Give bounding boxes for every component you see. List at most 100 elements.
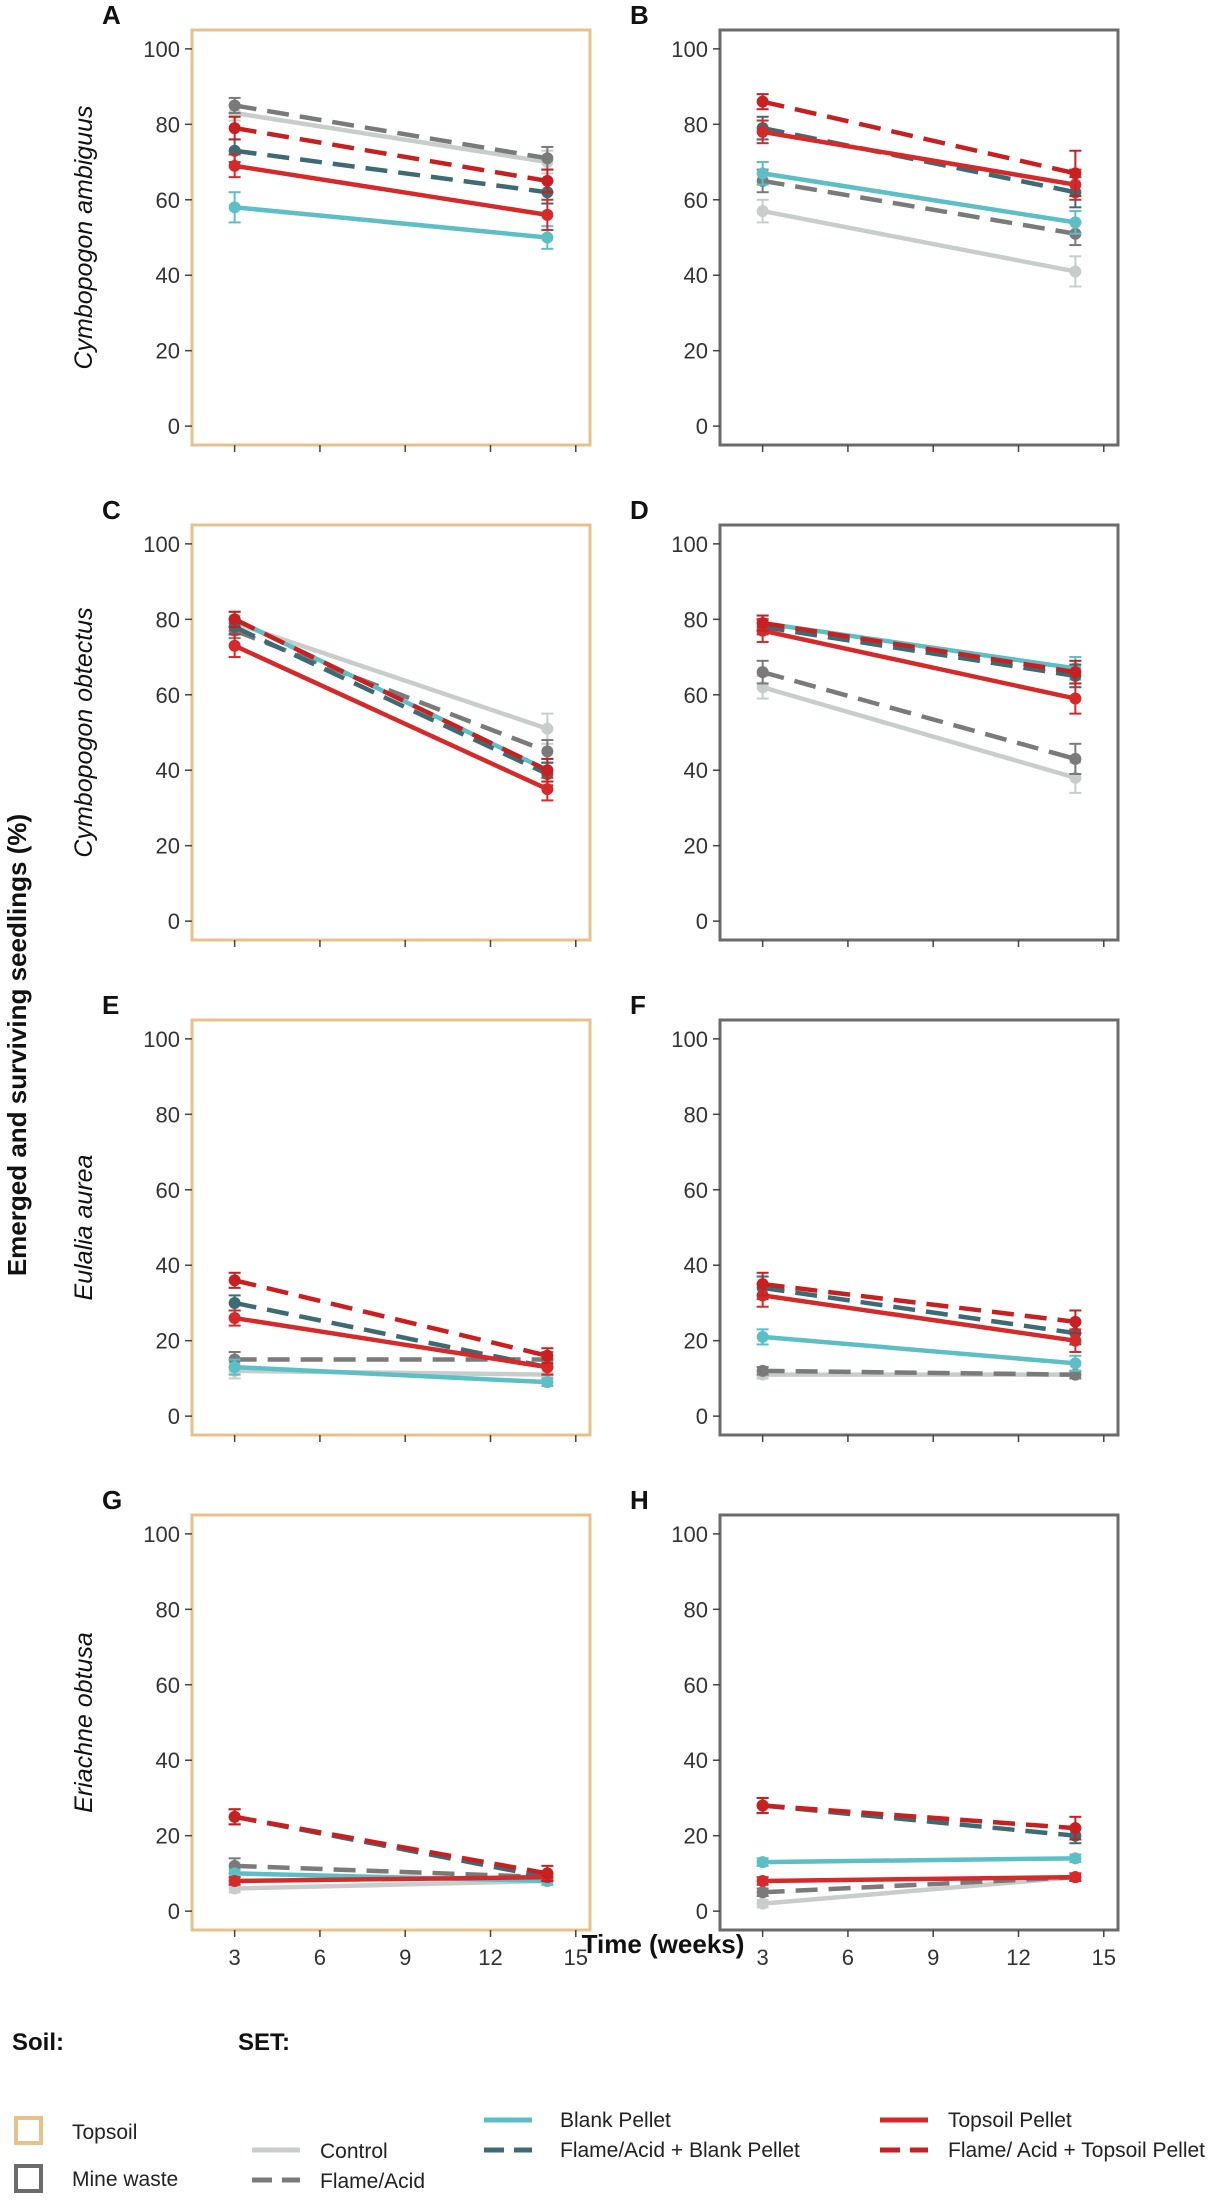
y-tick-label: 60 [156, 683, 180, 708]
series-line-flame [762, 1874, 1076, 1895]
series-line-topsoil [234, 163, 548, 218]
data-point-topsoil [1069, 692, 1082, 705]
panel-letter-e: E [102, 990, 119, 1020]
data-point-flame [541, 745, 554, 758]
y-tick-label: 60 [684, 1178, 708, 1203]
data-point-flameblank [228, 1296, 241, 1309]
panel-letter-f: F [630, 990, 646, 1020]
data-point-flametopsoil [756, 95, 769, 108]
y-tick-label: 20 [156, 834, 180, 859]
legend-blank-label: Blank Pellet [560, 2109, 671, 2132]
y-tick-label: 100 [143, 37, 180, 62]
series-line-flame [762, 669, 1076, 762]
data-point-blank [1069, 1852, 1082, 1865]
data-point-flametopsoil [228, 1274, 241, 1287]
x-tick-label: 3 [229, 1945, 241, 1970]
y-tick-label: 20 [156, 339, 180, 364]
legend: Soil: SET: Topsoil Mine waste Control Fl… [12, 2029, 1205, 2193]
data-point-blank [228, 1361, 241, 1374]
panel-frame-d [718, 523, 1120, 942]
data-point-flametopsoil [228, 1810, 241, 1823]
data-point-flametopsoil [1069, 1315, 1082, 1328]
data-point-flametopsoil [541, 1867, 554, 1880]
y-tick-label: 80 [156, 112, 180, 137]
data-point-topsoil [756, 1874, 769, 1887]
data-point-topsoil [756, 125, 769, 138]
data-point-flametopsoil [1069, 167, 1082, 180]
legend-flameblank-label: Flame/Acid + Blank Pellet [560, 2139, 800, 2162]
y-tick-label: 100 [671, 1522, 708, 1547]
legend-mine-label: Mine waste [72, 2168, 178, 2191]
data-point-blank [228, 201, 241, 214]
data-point-blank [541, 1376, 554, 1389]
x-tick-label: 6 [314, 1945, 326, 1970]
y-tick-label: 20 [684, 834, 708, 859]
panel-frame-b [718, 28, 1120, 447]
y-axis-title: Emerged and surviving seedlings (%) [2, 814, 32, 1276]
data-point-topsoil [1069, 1871, 1082, 1884]
panel-b: B 0 20 40 60 80 100 [630, 0, 1120, 452]
y-tick-label: 0 [168, 414, 180, 439]
data-point-topsoil [228, 1874, 241, 1887]
y-tick-label: 80 [684, 112, 708, 137]
legend-flametopsoil-label: Flame/ Acid + Topsoil Pellet [948, 2139, 1205, 2162]
y-tick-label: 100 [671, 37, 708, 62]
series-line-topsoil [762, 129, 1076, 187]
legend-topsoil-label: Topsoil [72, 2121, 137, 2144]
series-line-flametopsoil [234, 1278, 548, 1358]
y-tick-label: 40 [156, 1253, 180, 1278]
series-line-flameblank [234, 1300, 548, 1370]
y-tick-label: 40 [684, 263, 708, 288]
x-tick-label: 3 [757, 1945, 769, 1970]
y-tick-label: 20 [684, 1329, 708, 1354]
y-tick-label: 40 [156, 1748, 180, 1773]
series-line-control [762, 208, 1076, 274]
series-line-blank [234, 1364, 548, 1385]
series-line-flametopsoil [234, 1814, 548, 1876]
x-tick-label: 15 [1092, 1945, 1116, 1970]
x-tick-label: 6 [842, 1945, 854, 1970]
panel-e: E 0 20 40 60 80 100 Eulalia aurea [70, 990, 592, 1442]
y-tick-label: 40 [684, 1748, 708, 1773]
data-point-control [541, 722, 554, 735]
panel-frame-h [718, 1513, 1120, 1932]
y-tick-label: 40 [156, 263, 180, 288]
x-tick-label: 12 [1006, 1945, 1030, 1970]
y-tick-label: 60 [684, 683, 708, 708]
data-point-flame [1069, 752, 1082, 765]
x-axis-title: Time (weeks) [582, 1929, 745, 1959]
series-line-flame [234, 103, 548, 161]
series-line-flametopsoil [762, 1281, 1076, 1325]
y-tick-label: 60 [684, 188, 708, 213]
panel-frame-c [190, 523, 592, 942]
data-point-flametopsoil [756, 1799, 769, 1812]
data-point-control [756, 205, 769, 218]
y-tick-label: 80 [684, 1102, 708, 1127]
series-line-flame [762, 1368, 1076, 1377]
y-tick-label: 80 [684, 1597, 708, 1622]
panel-letter-g: G [102, 1485, 122, 1515]
y-tick-label: 60 [156, 1178, 180, 1203]
y-tick-label: 80 [156, 607, 180, 632]
series-line-topsoil [234, 1315, 548, 1370]
data-point-flametopsoil [228, 122, 241, 135]
y-tick-label: 100 [143, 1522, 180, 1547]
data-point-topsoil [541, 208, 554, 221]
data-point-control [756, 1897, 769, 1910]
data-point-flametopsoil [228, 613, 241, 626]
y-tick-label: 0 [696, 1404, 708, 1429]
data-point-topsoil [1069, 1334, 1082, 1347]
data-point-blank [1069, 216, 1082, 229]
data-point-blank [1069, 1357, 1082, 1370]
data-point-flametopsoil [541, 174, 554, 187]
data-point-flame [756, 666, 769, 679]
series-line-blank [762, 1856, 1076, 1865]
data-point-blank [756, 167, 769, 180]
legend-topsoil-pellet-label: Topsoil Pellet [948, 2109, 1072, 2132]
y-tick-label: 40 [684, 1253, 708, 1278]
legend-control-label: Control [320, 2140, 388, 2163]
panel-letter-a: A [102, 0, 121, 30]
y-tick-label: 60 [156, 188, 180, 213]
series-line-topsoil [762, 1874, 1076, 1884]
